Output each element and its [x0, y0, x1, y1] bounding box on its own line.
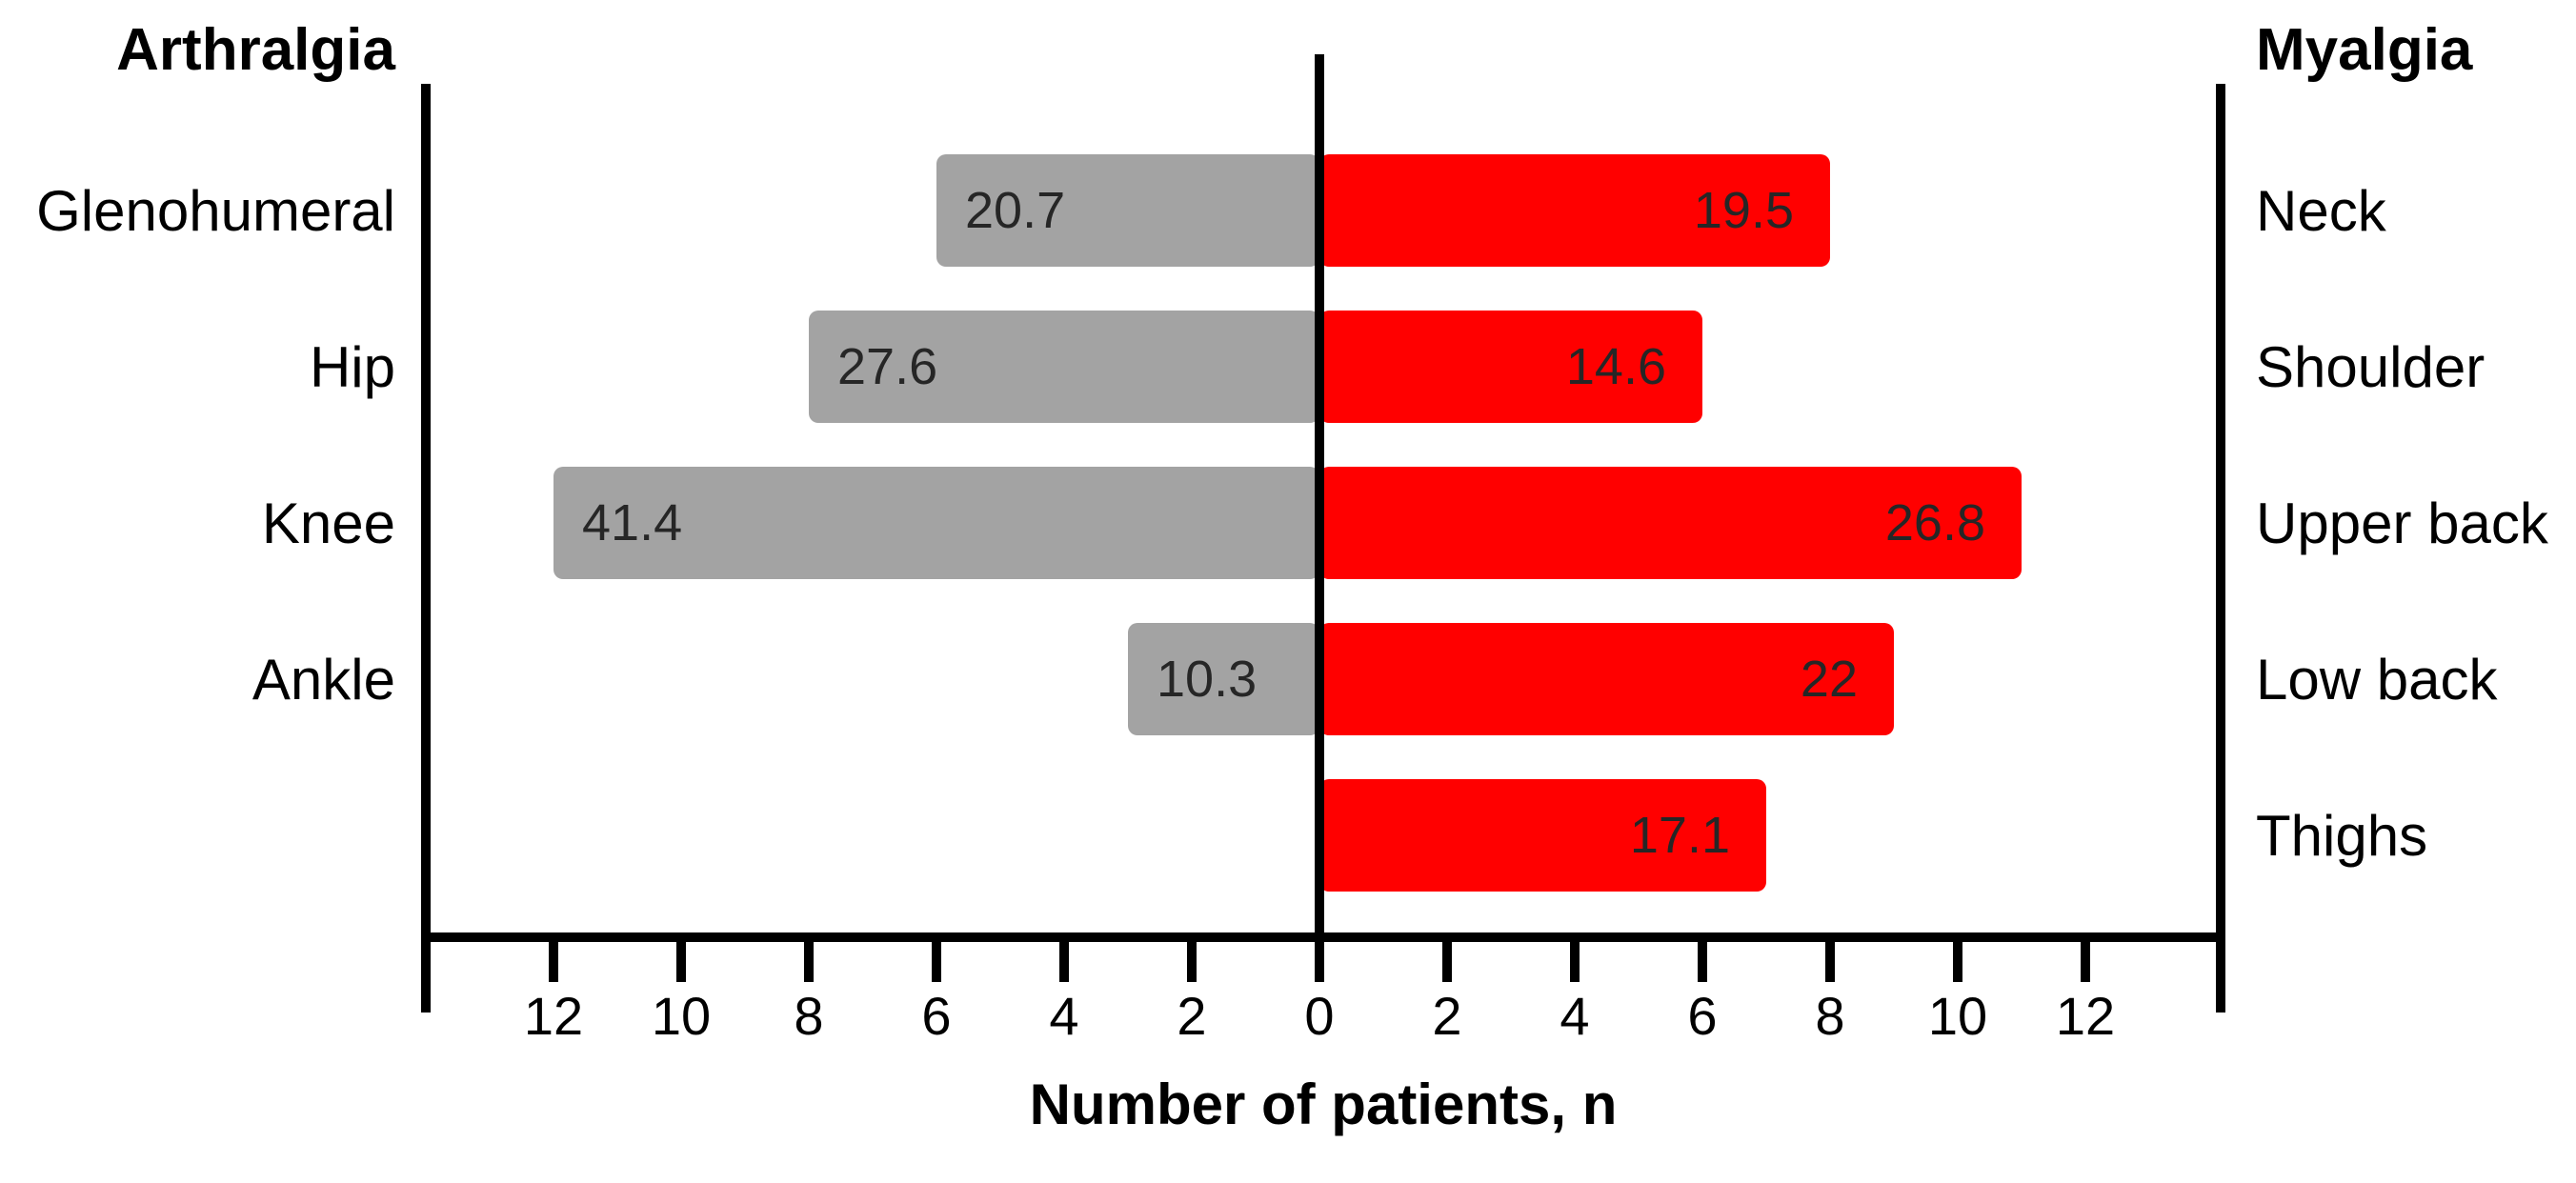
x-axis-tick-label: 2: [1432, 986, 1462, 1046]
left-y-axis-line: [421, 84, 431, 1013]
x-axis-tick: [1825, 937, 1835, 982]
bar-value-label: 20.7: [965, 182, 1066, 239]
x-axis-tick-label: 8: [1815, 986, 1845, 1046]
bar-value-label: 19.5: [1693, 182, 1794, 239]
myalgia-bar: 17.1: [1319, 779, 1766, 892]
x-axis-tick: [2081, 937, 2090, 982]
x-axis-tick-label: 6: [1687, 986, 1718, 1046]
x-axis-tick-label: 8: [794, 986, 824, 1046]
x-axis-tick: [676, 937, 686, 982]
left-panel-title: Arthralgia: [116, 17, 395, 83]
x-axis-title: Number of patients, n: [1029, 1073, 1618, 1136]
x-axis-tick: [1570, 937, 1580, 982]
myalgia-category-label: Low back: [2256, 647, 2498, 712]
myalgia-bar: 26.8: [1319, 467, 2022, 579]
right-panel-title: Myalgia: [2256, 17, 2473, 83]
bar-value-label: 10.3: [1157, 651, 1258, 708]
bar-value-label: 17.1: [1629, 807, 1730, 864]
x-axis-tick-label: 0: [1304, 986, 1335, 1046]
arthralgia-category-label: Ankle: [252, 647, 395, 712]
x-axis-tick-label: 2: [1177, 986, 1207, 1046]
x-axis-tick-label: 4: [1560, 986, 1590, 1046]
myalgia-category-label: Upper back: [2256, 491, 2548, 555]
x-axis-tick-label: 10: [651, 986, 712, 1046]
myalgia-category-label: Neck: [2256, 178, 2386, 243]
arthralgia-bar: 20.7: [936, 154, 1319, 267]
myalgia-bar: 22: [1319, 623, 1894, 735]
bar-value-label: 27.6: [837, 338, 938, 395]
myalgia-bar: 14.6: [1319, 311, 1702, 423]
x-axis-tick-label: 4: [1049, 986, 1079, 1046]
arthralgia-bar: 10.3: [1128, 623, 1319, 735]
x-axis-tick: [549, 937, 558, 982]
x-axis-tick: [1187, 937, 1197, 982]
zero-baseline: [1315, 54, 1324, 982]
x-axis-tick: [1953, 937, 1962, 982]
bar-value-label: 41.4: [582, 494, 683, 551]
myalgia-bar: 19.5: [1319, 154, 1830, 267]
arthralgia-bar: 41.4: [553, 467, 1319, 579]
x-axis-tick: [1698, 937, 1707, 982]
bar-value-label: 14.6: [1565, 338, 1666, 395]
myalgia-category-label: Shoulder: [2256, 334, 2485, 399]
x-axis-tick: [804, 937, 814, 982]
x-axis-tick: [1442, 937, 1452, 982]
x-axis-tick: [1059, 937, 1069, 982]
x-axis-tick: [932, 937, 941, 982]
arthralgia-category-label: Knee: [261, 491, 395, 555]
bar-value-label: 22: [1800, 651, 1858, 708]
arthralgia-bar: 27.6: [809, 311, 1319, 423]
arthralgia-category-label: Hip: [309, 334, 395, 399]
x-axis-tick-label: 6: [921, 986, 952, 1046]
arthralgia-category-label: Glenohumeral: [36, 178, 395, 243]
right-y-axis-line: [2216, 84, 2225, 1013]
myalgia-category-label: Thighs: [2256, 803, 2428, 868]
x-axis-tick-label: 12: [523, 986, 584, 1046]
bar-value-label: 26.8: [1884, 494, 1985, 551]
x-axis-tick-label: 10: [1927, 986, 1988, 1046]
x-axis-tick-label: 12: [2055, 986, 2116, 1046]
x-axis-line: [421, 932, 2225, 942]
